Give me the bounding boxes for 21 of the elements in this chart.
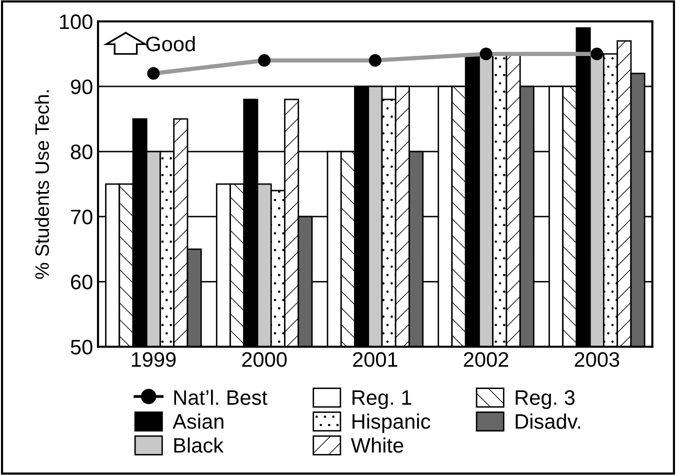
y-tick-label: 60: [71, 274, 92, 290]
legend-label: Black: [174, 437, 224, 453]
x-tick-label: 1999: [132, 352, 176, 367]
y-tick-label: 90: [70, 79, 92, 94]
annotation: Good: [146, 36, 195, 52]
y-tick-label: 100: [60, 14, 92, 30]
x-tick-label: 2003: [574, 352, 620, 367]
legend-label: Asian: [172, 414, 224, 429]
legend-label: Nat’l. Best: [174, 390, 268, 405]
y-tick-label: 80: [70, 144, 92, 160]
legend-label: Disadv.: [516, 414, 580, 429]
legend-label: Reg. 3: [516, 390, 575, 410]
x-tick-label: 2000: [242, 352, 287, 367]
y-axis-title: % Students Use Tech.: [34, 90, 50, 279]
y-tick-label: 50: [70, 340, 92, 355]
legend-label: Hispanic: [352, 414, 430, 433]
x-tick-label: 2001: [353, 352, 398, 367]
legend-label: Reg. 1: [352, 390, 412, 410]
x-tick-label: 2002: [464, 352, 508, 367]
y-tick-label: 70: [71, 210, 92, 224]
legend-label: White: [350, 437, 404, 453]
